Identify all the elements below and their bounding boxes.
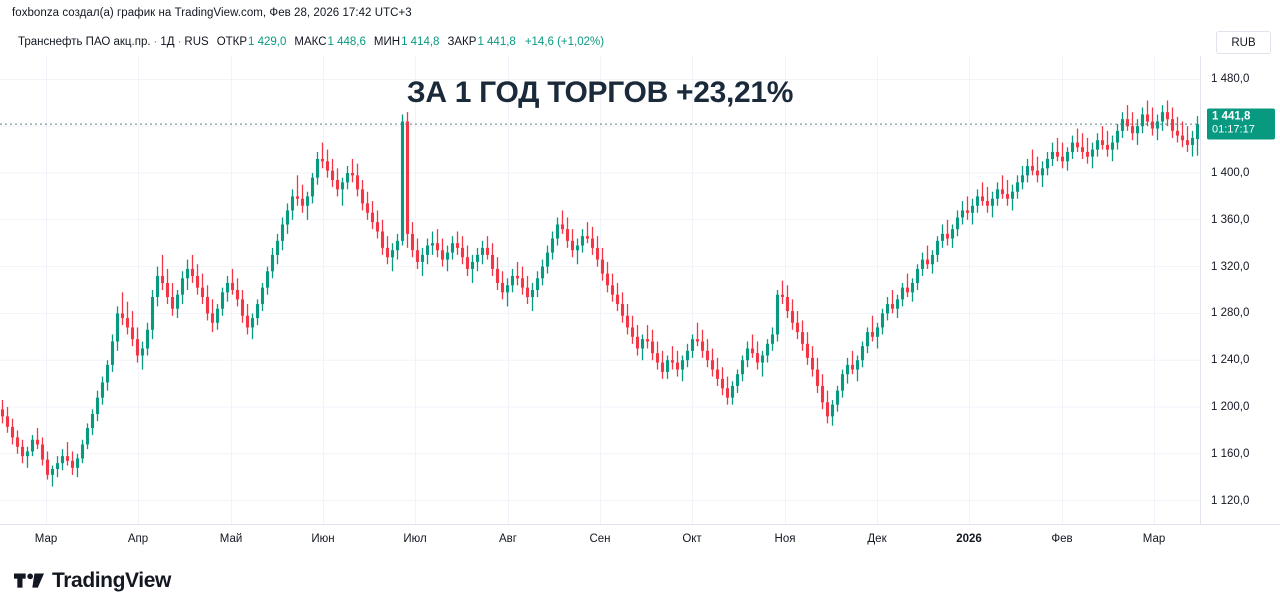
legend-exchange: RUS: [184, 36, 209, 48]
legend-change-value: +14,6 (+1,02%): [524, 36, 605, 48]
price-axis-tick: 1 480,0: [1211, 73, 1250, 86]
legend-high-value: 1 448,6: [327, 36, 366, 48]
time-axis-tick: Дек: [867, 533, 887, 545]
time-axis-tick: Мар: [1142, 533, 1166, 545]
chart-legend: Транснефть ПАО акц.пр. · 1Д · RUS ОТКР 1…: [0, 30, 1280, 54]
price-axis-tick: 1 200,0: [1211, 401, 1250, 413]
attribution-text: foxbonza создал(а) график на TradingView…: [12, 7, 412, 19]
legend-separator-1: ·: [153, 36, 158, 48]
legend-low-value: 1 414,8: [401, 36, 440, 48]
price-axis-tick: 1 120,0: [1211, 494, 1250, 507]
time-axis-tick: Июл: [403, 533, 427, 545]
chart-pane[interactable]: [0, 56, 1200, 524]
time-axis-tick: Мар: [34, 533, 58, 545]
tradingview-wordmark: TradingView: [52, 569, 171, 592]
legend-interval[interactable]: 1Д: [160, 36, 175, 48]
price-axis[interactable]: 1 480,0 1 400,0 1 360,0 1 320,0 1 280,0 1 240…: [1200, 56, 1280, 524]
current-price-badge[interactable]: 1 441,8 01:17:17: [1207, 108, 1275, 140]
legend-close-label: ЗАКР: [447, 36, 477, 48]
bar-countdown-timer: 01:17:17: [1212, 123, 1255, 136]
currency-button[interactable]: RUB: [1216, 31, 1271, 54]
price-axis-tick: 1 160,0: [1211, 447, 1250, 460]
price-axis-tick: 1 280,0: [1211, 307, 1250, 320]
time-axis-tick: Авг: [499, 533, 517, 545]
time-axis-tick: Май: [219, 533, 243, 545]
time-axis-tick: Апр: [127, 533, 149, 545]
price-axis-tick: 1 400,0: [1211, 167, 1250, 179]
price-axis-tick: 1 360,0: [1211, 213, 1250, 226]
legend-low-label: МИН: [373, 36, 401, 48]
time-axis-tick: 2026: [956, 533, 982, 545]
current-price-value: 1 441,8: [1212, 110, 1251, 123]
tradingview-logo: TradingView: [14, 570, 171, 591]
time-axis-tick: Сен: [589, 533, 611, 545]
price-axis-tick: 1 320,0: [1211, 260, 1250, 273]
legend-symbol-title[interactable]: Транснефть ПАО акц.пр.: [18, 36, 151, 48]
time-axis-tick: Ноя: [774, 533, 796, 545]
time-axis[interactable]: Мар Апр Май Июн Июл Авг Сен Окт Ноя Дек 2026 Фев Мар: [0, 524, 1280, 554]
legend-high-label: МАКС: [294, 36, 327, 48]
candlestick-series: [0, 100, 1200, 487]
legend-open-value: 1 429,0: [248, 36, 287, 48]
time-axis-tick: Июн: [311, 533, 335, 545]
legend-separator-2: ·: [177, 36, 182, 48]
time-axis-tick: Окт: [682, 533, 702, 545]
tradingview-mark-icon: [14, 573, 44, 588]
legend-open-label: ОТКР: [216, 36, 248, 48]
legend-close-value: 1 441,8: [477, 36, 516, 48]
time-axis-tick: Фев: [1051, 533, 1073, 545]
price-axis-tick: 1 240,0: [1211, 354, 1250, 367]
